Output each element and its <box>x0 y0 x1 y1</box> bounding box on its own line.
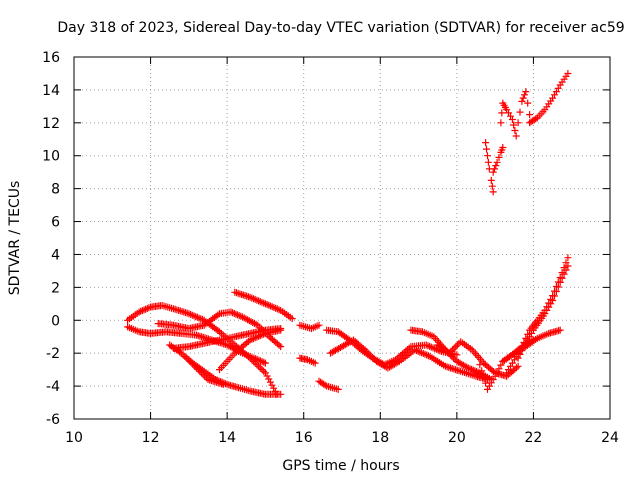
y-tick-label: 2 <box>51 280 60 296</box>
y-tick-label: -2 <box>46 346 60 362</box>
chart-title: Day 318 of 2023, Sidereal Day-to-day VTE… <box>57 20 624 36</box>
series-arc-j <box>296 354 319 367</box>
series-arc-k <box>315 377 342 393</box>
y-tick-label: 6 <box>51 215 60 231</box>
series-arc-s <box>499 326 564 365</box>
x-tick-label: 20 <box>448 430 466 446</box>
x-axis-label: GPS time / hours <box>282 458 399 474</box>
x-tick-label: 22 <box>525 430 543 446</box>
x-tick-label: 12 <box>142 430 160 446</box>
series-arc-v <box>497 99 520 140</box>
series-arc-u <box>489 144 507 176</box>
data-point-markers <box>327 336 491 383</box>
y-tick-label: 0 <box>51 313 60 329</box>
y-tick-label: -6 <box>46 412 60 428</box>
x-tick-label: 24 <box>601 430 619 446</box>
series-arc-g <box>231 288 296 323</box>
y-tick-label: 14 <box>42 83 60 99</box>
data-point-markers <box>497 99 520 140</box>
series-arc-f <box>154 308 285 351</box>
data-point-markers <box>526 70 572 127</box>
data-point-markers <box>489 144 507 176</box>
data-point-markers <box>216 326 285 374</box>
data-point-markers <box>154 308 285 351</box>
grid <box>74 57 610 419</box>
data-point-markers <box>231 288 296 323</box>
data-point-markers <box>514 88 534 127</box>
series-arc-i <box>296 321 323 332</box>
x-tick-label: 16 <box>295 430 313 446</box>
series-arc-t <box>482 139 497 196</box>
x-tick-label: 10 <box>65 430 83 446</box>
series-arc-m <box>327 336 491 383</box>
data-point-markers <box>296 321 323 332</box>
data-point-markers <box>181 353 227 388</box>
y-tick-label: 4 <box>51 247 60 263</box>
x-tick-label: 18 <box>371 430 389 446</box>
y-tick-labels: -6 -4 -2 0 2 4 6 8 10 12 14 16 <box>42 50 60 428</box>
series-arc-d <box>181 353 227 388</box>
data-point-markers <box>499 326 564 365</box>
y-tick-label: 16 <box>42 50 60 66</box>
series-arc-x <box>526 70 572 127</box>
x-tick-labels: 10 12 14 16 18 20 22 24 <box>65 430 619 446</box>
y-tick-label: 8 <box>51 182 60 198</box>
y-axis-label: SDTVAR / TECUs <box>7 181 23 296</box>
data-point-markers <box>315 377 342 393</box>
y-tick-label: 12 <box>42 116 60 132</box>
data-point-markers <box>482 139 497 196</box>
x-tick-label: 14 <box>218 430 236 446</box>
series-arc-h <box>216 326 285 374</box>
data-marks <box>124 70 572 398</box>
y-tick-label: -4 <box>46 379 60 395</box>
plot-frame <box>73 56 611 420</box>
series-arc-w <box>514 88 534 127</box>
data-point-markers <box>296 354 319 367</box>
y-tick-label: 10 <box>42 149 60 165</box>
